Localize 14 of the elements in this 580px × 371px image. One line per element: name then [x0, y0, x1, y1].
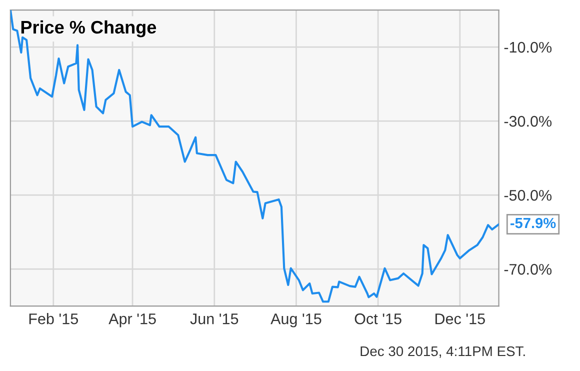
x-tick-label: Feb '15: [29, 313, 78, 324]
y-tick-label: -50.0%: [504, 190, 552, 201]
annotation: -57.9%: [510, 218, 556, 228]
x-tick-label: Apr '15: [108, 314, 156, 328]
x-tick-label: Aug '15: [270, 314, 322, 328]
x-tick-label: Dec '15: [435, 314, 485, 324]
y-tick-label: -30.0%: [504, 116, 552, 127]
y-tick-label: -70.0%: [504, 264, 552, 275]
line-series: [10, 10, 499, 303]
y-tick-label: -10.0%: [504, 42, 552, 53]
text: Dec 30 2015, 4:11PM EST.: [360, 346, 525, 358]
x-tick-label: Jun '15: [190, 314, 238, 324]
text: Price % Change: [21, 20, 156, 38]
x-tick-label: Oct '15: [354, 313, 402, 324]
